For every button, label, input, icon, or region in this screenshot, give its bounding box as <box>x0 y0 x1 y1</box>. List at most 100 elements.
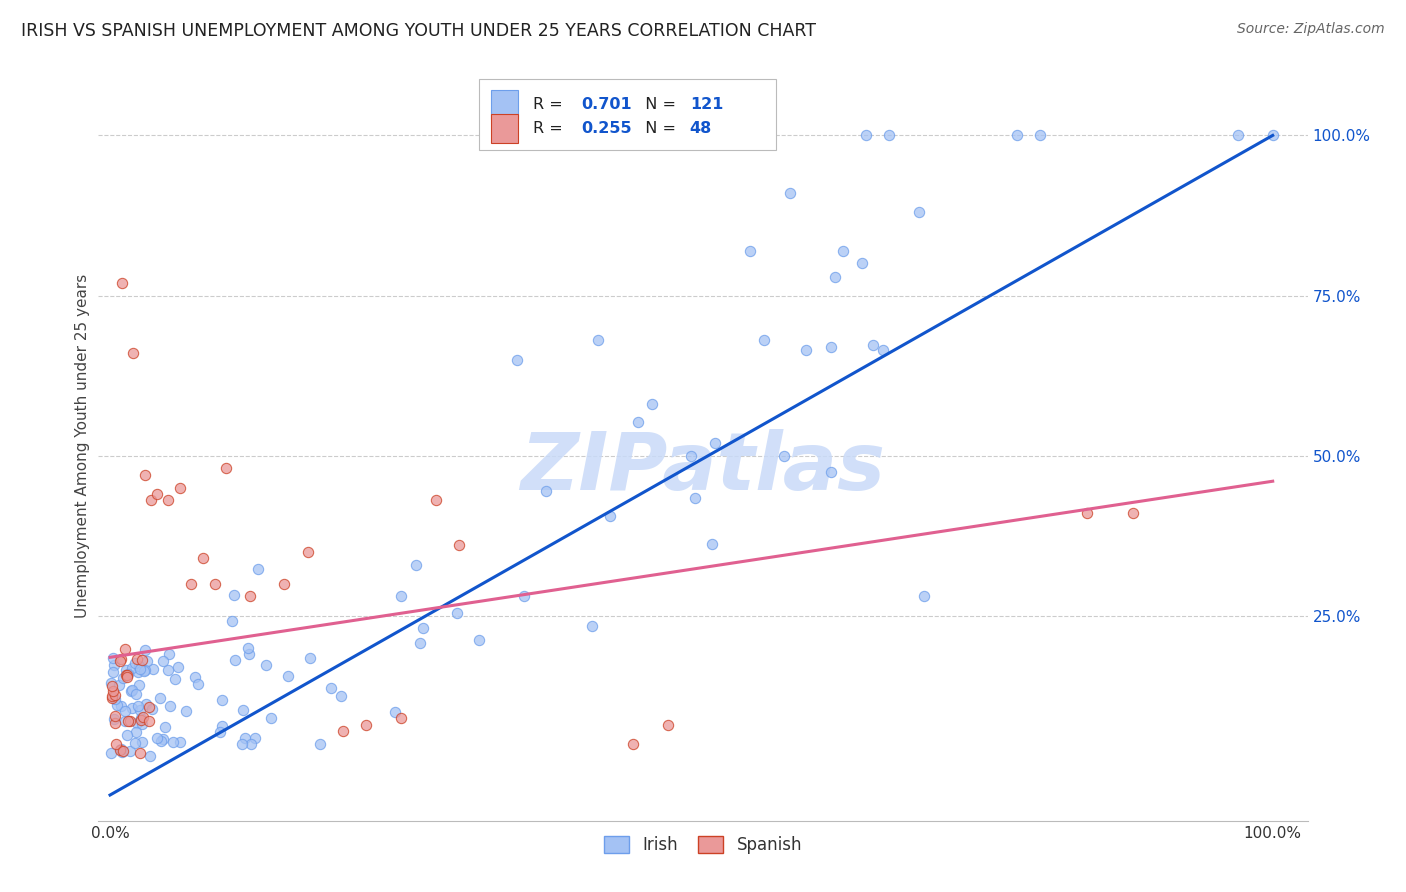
Point <box>1122 506 1144 520</box>
Text: R =: R = <box>533 97 568 112</box>
Point <box>114 704 136 718</box>
Point <box>409 636 432 650</box>
Point <box>912 590 935 604</box>
Point <box>150 733 173 747</box>
FancyBboxPatch shape <box>479 78 776 150</box>
Point <box>254 657 277 672</box>
Point <box>115 728 138 742</box>
Point <box>114 714 136 729</box>
Text: 48: 48 <box>690 120 711 136</box>
Point <box>120 743 142 757</box>
Point <box>276 669 298 683</box>
Point <box>121 683 143 698</box>
Point <box>128 678 150 692</box>
Point <box>111 745 134 759</box>
Point <box>773 449 796 463</box>
Text: N =: N = <box>636 120 682 136</box>
Point <box>877 128 900 143</box>
Point <box>120 714 142 728</box>
Point <box>222 588 245 602</box>
Point <box>100 690 122 705</box>
Point <box>1226 128 1249 143</box>
FancyBboxPatch shape <box>492 90 517 119</box>
Point <box>703 435 725 450</box>
Point <box>169 735 191 749</box>
Point <box>233 731 256 746</box>
Point <box>114 642 136 657</box>
Point <box>389 711 412 725</box>
Point <box>138 714 160 728</box>
Point <box>122 346 145 360</box>
Point <box>136 654 159 668</box>
Point <box>101 684 124 698</box>
Point <box>640 397 662 411</box>
Point <box>824 270 846 285</box>
Point <box>125 716 148 731</box>
Text: N =: N = <box>636 97 682 112</box>
Text: 0.701: 0.701 <box>581 97 631 112</box>
Point <box>513 589 536 603</box>
Point <box>159 699 181 714</box>
Point <box>169 481 191 495</box>
Text: 0.255: 0.255 <box>581 120 631 136</box>
Point <box>134 665 156 679</box>
Point <box>139 493 162 508</box>
Point <box>128 659 150 673</box>
Point <box>851 256 873 270</box>
Point <box>104 689 127 703</box>
Point <box>354 717 377 731</box>
Point <box>115 667 138 681</box>
Point <box>754 333 776 347</box>
Point <box>149 690 172 705</box>
Point <box>224 653 246 667</box>
Point <box>299 650 322 665</box>
Point <box>135 697 157 711</box>
Point <box>309 737 332 751</box>
Point <box>146 731 169 746</box>
Point <box>103 665 125 680</box>
Point <box>446 607 468 621</box>
Point <box>121 661 143 675</box>
Point <box>872 343 894 357</box>
Point <box>180 576 202 591</box>
Point <box>174 705 197 719</box>
Point <box>627 415 650 429</box>
Point <box>131 711 153 725</box>
Point <box>447 538 470 552</box>
Y-axis label: Unemployment Among Youth under 25 years: Unemployment Among Youth under 25 years <box>75 274 90 618</box>
Point <box>1261 128 1284 143</box>
Point <box>108 678 131 692</box>
Point <box>260 711 283 725</box>
Point <box>425 493 447 508</box>
Point <box>127 665 149 679</box>
Point <box>862 338 884 352</box>
Point <box>389 590 412 604</box>
Point <box>231 737 253 751</box>
Point <box>142 663 165 677</box>
Point <box>111 276 134 290</box>
Point <box>152 654 174 668</box>
Point <box>100 746 122 760</box>
Point <box>779 186 801 200</box>
Point <box>685 491 707 506</box>
Point <box>332 723 354 738</box>
Point <box>702 536 724 550</box>
Point <box>831 244 853 258</box>
Point <box>138 699 160 714</box>
Point <box>117 670 139 684</box>
Point <box>657 717 679 731</box>
Point <box>104 715 127 730</box>
Point <box>246 562 269 576</box>
Point <box>111 744 134 758</box>
Text: 121: 121 <box>690 97 723 112</box>
Point <box>110 743 132 757</box>
Point <box>124 657 146 671</box>
Point <box>588 334 610 348</box>
Point <box>215 461 238 475</box>
Point <box>621 737 644 751</box>
Point <box>152 731 174 746</box>
Point <box>167 660 190 674</box>
Point <box>534 484 557 499</box>
Point <box>125 687 148 701</box>
Point <box>239 590 262 604</box>
